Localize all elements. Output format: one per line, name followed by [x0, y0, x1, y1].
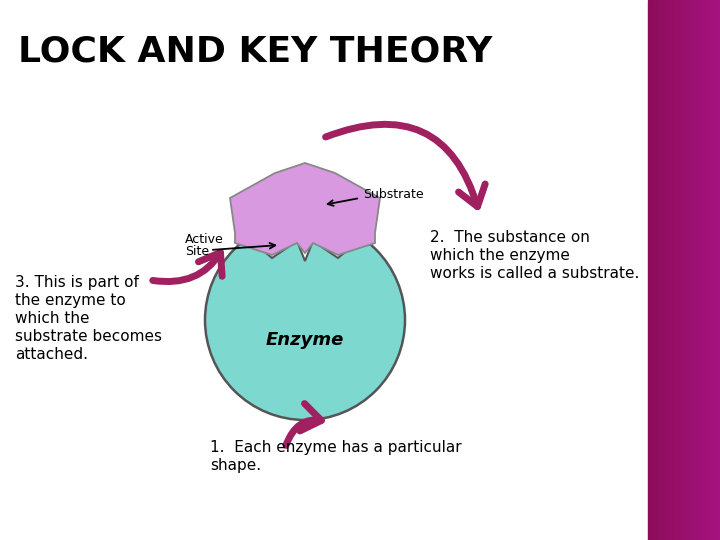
Bar [675, 0, 676, 540]
Bar [684, 0, 685, 540]
Bar [717, 0, 718, 540]
Text: works is called a substrate.: works is called a substrate. [430, 266, 639, 281]
Text: shape.: shape. [210, 458, 261, 473]
Bar [650, 0, 651, 540]
Text: Site: Site [185, 245, 209, 258]
Bar [699, 0, 700, 540]
Bar [649, 0, 650, 540]
Bar [652, 0, 653, 540]
Bar [706, 0, 707, 540]
Bar [656, 0, 657, 540]
Bar [695, 0, 696, 540]
Bar [683, 0, 684, 540]
Bar [688, 0, 689, 540]
Bar [705, 0, 706, 540]
Circle shape [205, 220, 405, 420]
Bar [698, 0, 699, 540]
Bar [661, 0, 662, 540]
Bar [666, 0, 667, 540]
Bar [651, 0, 652, 540]
Bar [701, 0, 702, 540]
Bar [674, 0, 675, 540]
Text: 3. This is part of: 3. This is part of [15, 275, 139, 290]
Bar [658, 0, 659, 540]
Bar [697, 0, 698, 540]
Bar [676, 0, 677, 540]
Bar [672, 0, 673, 540]
Bar [709, 0, 710, 540]
Bar [670, 0, 671, 540]
Text: 1.  Each enzyme has a particular: 1. Each enzyme has a particular [210, 440, 462, 455]
Text: which the enzyme: which the enzyme [430, 248, 570, 263]
Bar [707, 0, 708, 540]
Bar [696, 0, 697, 540]
Bar [677, 0, 678, 540]
Bar [685, 0, 686, 540]
Bar [702, 0, 703, 540]
Text: Active: Active [185, 233, 224, 246]
Bar [715, 0, 716, 540]
Bar [711, 0, 712, 540]
Bar [713, 0, 714, 540]
Bar [648, 0, 649, 540]
Bar [657, 0, 658, 540]
Bar [680, 0, 681, 540]
Bar [714, 0, 715, 540]
Bar [703, 0, 704, 540]
Text: substrate becomes: substrate becomes [15, 329, 162, 344]
Bar [689, 0, 690, 540]
Bar [663, 0, 664, 540]
Bar [662, 0, 663, 540]
Bar [664, 0, 665, 540]
Bar [690, 0, 691, 540]
Bar [660, 0, 661, 540]
Bar [673, 0, 674, 540]
Bar [712, 0, 713, 540]
Bar [718, 0, 719, 540]
Bar [719, 0, 720, 540]
Polygon shape [230, 163, 380, 255]
Text: 2.  The substance on: 2. The substance on [430, 230, 590, 245]
Bar [694, 0, 695, 540]
FancyArrowPatch shape [153, 253, 222, 281]
Bar [654, 0, 655, 540]
Text: Enzyme: Enzyme [266, 331, 344, 349]
Bar [653, 0, 654, 540]
Bar [681, 0, 682, 540]
Bar [671, 0, 672, 540]
Bar [669, 0, 670, 540]
Bar [693, 0, 694, 540]
Text: Substrate: Substrate [363, 187, 423, 200]
Bar [700, 0, 701, 540]
Bar [678, 0, 679, 540]
Bar [710, 0, 711, 540]
Bar [655, 0, 656, 540]
Bar [708, 0, 709, 540]
Text: LOCK AND KEY THEORY: LOCK AND KEY THEORY [18, 34, 492, 68]
Bar [668, 0, 669, 540]
Bar [686, 0, 687, 540]
Bar [679, 0, 680, 540]
Text: the enzyme to: the enzyme to [15, 293, 126, 308]
FancyArrowPatch shape [286, 403, 321, 446]
Bar [691, 0, 692, 540]
Text: which the: which the [15, 311, 89, 326]
Bar [716, 0, 717, 540]
Polygon shape [245, 225, 365, 261]
Bar [687, 0, 688, 540]
FancyArrowPatch shape [325, 124, 485, 207]
Bar [667, 0, 668, 540]
Text: attached.: attached. [15, 347, 88, 362]
Bar [665, 0, 666, 540]
Bar [692, 0, 693, 540]
Bar [704, 0, 705, 540]
Bar [659, 0, 660, 540]
Bar [682, 0, 683, 540]
